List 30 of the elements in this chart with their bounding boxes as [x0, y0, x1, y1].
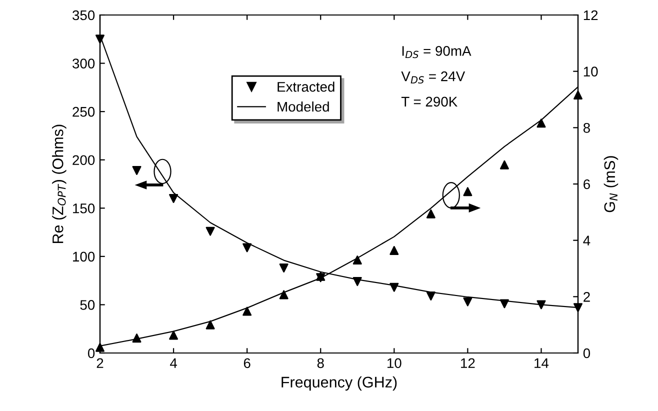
- x-tick-label: 8: [317, 358, 324, 368]
- x-tick-label: 12: [461, 358, 475, 368]
- annotation: V$_{DS}$ = 24V: [401, 71, 466, 84]
- y-tick-label: 100: [73, 252, 95, 262]
- y-tick-label: 200: [72, 155, 95, 166]
- y-tick-label: 50: [80, 300, 95, 310]
- annotation: T = 290K: [401, 96, 458, 107]
- annotation: I$_{DS}$ = 90mA: [402, 46, 472, 58]
- legend-label: Modeled: [278, 101, 329, 112]
- x-tick-label: 10: [387, 358, 402, 368]
- y-tick-label: 0: [88, 348, 95, 358]
- y2-tick-label: 10: [584, 66, 598, 77]
- y2-tick-label: 0: [583, 348, 590, 358]
- y-tick-label: 250: [72, 106, 95, 117]
- y2-tick-label: 4: [583, 236, 590, 246]
- y-axis-title: Re (Z$_{OPT}$) (Ohms): [52, 124, 66, 244]
- y2-tick-label: 6: [584, 179, 590, 190]
- y2-axis-title: G$_{N}$ (mS): [604, 156, 618, 212]
- y-tick-label: 350: [72, 10, 95, 20]
- y-tick-label: 300: [72, 58, 95, 68]
- y2-tick-label: 2: [584, 292, 590, 302]
- y2-tick-label: 12: [584, 10, 598, 20]
- x-tick-label: 6: [244, 358, 250, 368]
- x-axis-title: Frequency (GHz): [282, 376, 397, 391]
- y-tick-label: 150: [73, 203, 95, 214]
- x-tick-label: 2: [96, 358, 104, 368]
- x-tick-label: 4: [170, 358, 177, 368]
- y2-tick-label: 8: [583, 123, 590, 133]
- x-tick-label: 14: [534, 358, 549, 368]
- legend-label: Extracted: [278, 82, 334, 92]
